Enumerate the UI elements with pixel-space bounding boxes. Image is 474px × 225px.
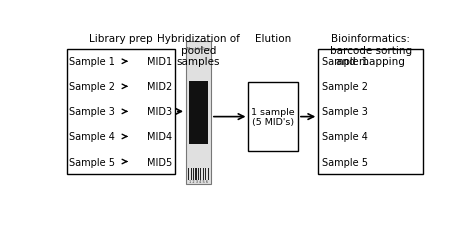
Bar <box>188 168 190 180</box>
Bar <box>186 42 211 184</box>
Bar <box>193 168 194 180</box>
Text: Sample 2: Sample 2 <box>322 82 368 92</box>
Text: Hybridization of
pooled
samples: Hybridization of pooled samples <box>157 34 240 67</box>
Bar <box>191 168 192 180</box>
Text: Elution: Elution <box>255 34 292 44</box>
Text: MID1: MID1 <box>147 57 172 67</box>
Text: Library prep: Library prep <box>89 34 153 44</box>
Text: Sample 1: Sample 1 <box>69 57 115 67</box>
Text: Sample 3: Sample 3 <box>69 107 115 117</box>
Text: MID5: MID5 <box>147 157 172 167</box>
Bar <box>203 168 204 180</box>
Text: Sample 4: Sample 4 <box>69 132 115 142</box>
Bar <box>318 50 423 174</box>
Text: 1 sample
(5 MID's): 1 sample (5 MID's) <box>251 107 295 127</box>
Bar <box>195 168 197 180</box>
Text: Sample 5: Sample 5 <box>322 157 368 167</box>
Text: Sample 4: Sample 4 <box>322 132 368 142</box>
Text: Sample 3: Sample 3 <box>322 107 368 117</box>
Bar <box>248 82 298 152</box>
Text: NimbleGen: NimbleGen <box>186 47 210 51</box>
Text: Sample 2: Sample 2 <box>69 82 115 92</box>
Bar <box>205 168 206 180</box>
Bar <box>208 168 209 180</box>
Bar <box>189 81 208 144</box>
Text: MID3: MID3 <box>147 107 172 117</box>
Bar <box>198 168 199 180</box>
Text: Bioinformatics:
barcode sorting
and mapping: Bioinformatics: barcode sorting and mapp… <box>329 34 411 67</box>
Text: Sample 5: Sample 5 <box>69 157 115 167</box>
Text: MID2: MID2 <box>147 82 172 92</box>
Text: MID4: MID4 <box>147 132 172 142</box>
Bar <box>66 50 175 174</box>
Text: 1 2 3 4 5 6: 1 2 3 4 5 6 <box>189 179 208 183</box>
Text: Sample 1: Sample 1 <box>322 57 368 67</box>
